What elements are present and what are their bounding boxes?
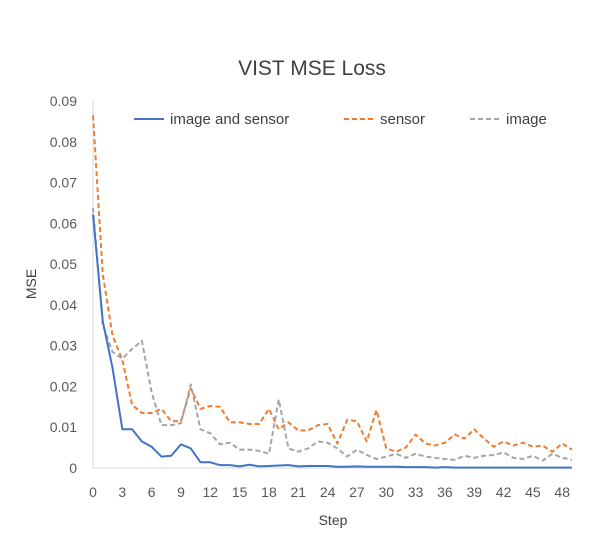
y-tick-label: 0.08 xyxy=(50,134,77,150)
series-line-image xyxy=(92,207,573,462)
legend-label: sensor xyxy=(380,111,425,128)
y-tick-label: 0.09 xyxy=(50,93,77,109)
y-tick-label: 0.02 xyxy=(50,378,77,394)
x-tick-label: 0 xyxy=(89,484,97,500)
y-tick-label: 0.07 xyxy=(50,175,77,191)
x-tick-label: 33 xyxy=(408,484,424,500)
y-tick-label: 0.05 xyxy=(50,256,77,272)
y-tick-label: 0.04 xyxy=(50,297,77,313)
x-tick-label: 39 xyxy=(466,484,482,500)
x-tick-labels: 0 3 6 9 12 15 18 21 24 27 30 33 36 39 42 45 48 xyxy=(89,484,570,500)
x-tick-label: 48 xyxy=(554,484,570,500)
chart-title: VIST MSE Loss xyxy=(238,57,386,80)
legend: image and sensor sensor image xyxy=(134,111,547,128)
x-tick-label: 3 xyxy=(118,484,126,500)
y-axis-label: MSE xyxy=(23,269,39,299)
y-tick-label: 0.06 xyxy=(50,215,77,231)
y-tick-label: 0 xyxy=(69,460,77,476)
x-tick-label: 15 xyxy=(232,484,248,500)
x-tick-label: 45 xyxy=(525,484,541,500)
y-tick-label: 0.01 xyxy=(50,419,77,435)
y-tick-labels: 0 0.01 0.02 0.03 0.04 0.05 0.06 0.07 0.08 0.09 xyxy=(50,93,77,476)
x-tick-label: 24 xyxy=(320,484,336,500)
x-tick-label: 27 xyxy=(349,484,365,500)
legend-label: image and sensor xyxy=(170,111,289,128)
x-tick-label: 12 xyxy=(203,484,219,500)
x-tick-label: 6 xyxy=(148,484,156,500)
x-tick-label: 36 xyxy=(437,484,453,500)
x-tick-label: 42 xyxy=(496,484,512,500)
series-lines xyxy=(92,115,573,469)
series-line-image-and-sensor xyxy=(92,214,572,469)
x-tick-label: 18 xyxy=(261,484,277,500)
x-tick-label: 30 xyxy=(378,484,394,500)
x-tick-label: 21 xyxy=(290,484,306,500)
series-line-sensor xyxy=(92,115,573,453)
y-tick-label: 0.03 xyxy=(50,338,77,354)
x-axis-label: Step xyxy=(319,512,348,528)
x-tick-label: 9 xyxy=(177,484,185,500)
legend-label: image xyxy=(506,111,547,128)
